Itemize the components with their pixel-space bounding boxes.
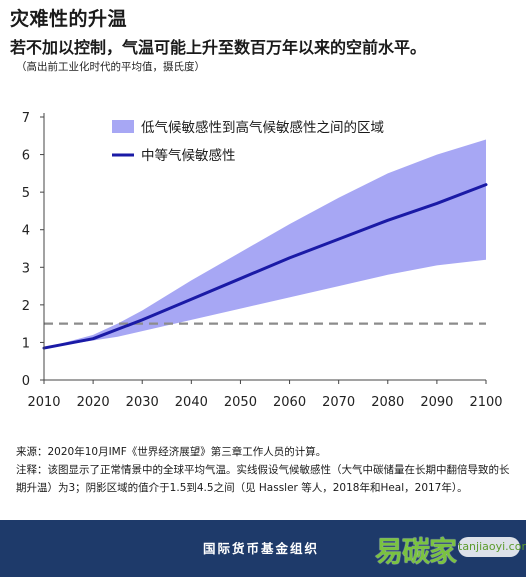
x-tick-label: 2060 (273, 395, 306, 410)
watermark-logo-text: 易碳家 (375, 535, 457, 568)
unit-note: （高出前工业化时代的平均值，摄氏度） (16, 61, 205, 73)
chart-subtitle: 若不加以控制，气温可能上升至数百万年以来的空前水平。 (10, 38, 427, 57)
sensitivity-range-band (44, 139, 486, 349)
y-tick-label: 3 (22, 261, 30, 276)
x-tick-label: 2080 (371, 395, 404, 410)
footer-organization: 国际货币基金组织 (203, 541, 320, 556)
footer-bar: 国际货币基金组织 (0, 520, 526, 577)
y-tick-label: 7 (22, 111, 30, 126)
chart-title: 灾难性的升温 (10, 8, 128, 30)
legend-swatch-band (112, 120, 134, 133)
x-tick-label: 2030 (126, 395, 159, 410)
y-tick-label: 5 (22, 186, 30, 201)
chart-area: 0 1 2 3 4 5 6 7 2010 2020 2030 2040 2050 2060 2070 2080… (22, 111, 503, 410)
median-sensitivity-line (42, 183, 488, 350)
axis-layer: 0 1 2 3 4 5 6 7 2010 2020 2030 2040 2050 2060 2070 2080… (22, 111, 503, 410)
x-tick-label: 2070 (322, 395, 355, 410)
legend-label-line: 中等气候敏感性 (141, 147, 236, 164)
x-tick-label: 2100 (469, 395, 502, 410)
x-tick-label: 2010 (27, 395, 60, 410)
source-text: 来源：2020年10月IMF《世界经济展望》第三章工作人员的计算。 (16, 446, 327, 458)
plot-layer (42, 139, 488, 350)
y-tick-label: 2 (22, 299, 30, 314)
x-tick-label: 2090 (420, 395, 453, 410)
x-tick-label: 2020 (77, 395, 110, 410)
y-tick-label: 4 (22, 224, 30, 239)
legend-label-band: 低气候敏感性到高气候敏感性之间的区域 (141, 119, 384, 136)
x-tick-label: 2040 (175, 395, 208, 410)
watermark-url: tanjiaoyi.com (458, 537, 526, 557)
y-tick-label: 6 (22, 149, 30, 164)
y-tick-label: 0 (22, 374, 30, 389)
x-tick-label: 2050 (224, 395, 257, 410)
note-text: 注释：该图显示了正常情景中的全球平均气温。实线假设气候敏感性（大气中碳储量在长期… (16, 464, 510, 494)
y-tick-label: 1 (22, 336, 30, 351)
watermark-logo: 易碳家 tanjiaoyi.com (375, 520, 526, 577)
